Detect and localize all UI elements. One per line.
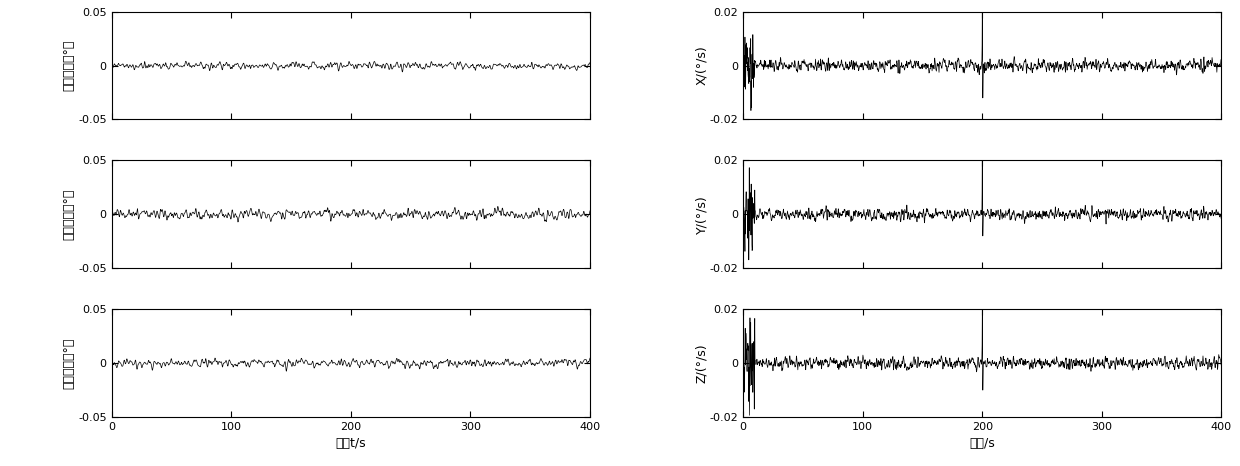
- X-axis label: 时间t/s: 时间t/s: [336, 438, 366, 451]
- Y-axis label: 俧仰误差（°）: 俧仰误差（°）: [62, 40, 76, 91]
- Y-axis label: X/(°/s): X/(°/s): [696, 46, 708, 85]
- Y-axis label: Y/(°/s): Y/(°/s): [696, 195, 708, 234]
- Y-axis label: Z/(°/s): Z/(°/s): [696, 343, 708, 383]
- Y-axis label: 横滚误差（°）: 横滚误差（°）: [62, 337, 76, 389]
- X-axis label: 时间/s: 时间/s: [970, 438, 994, 451]
- Y-axis label: 偏航误差（°）: 偏航误差（°）: [62, 189, 76, 240]
